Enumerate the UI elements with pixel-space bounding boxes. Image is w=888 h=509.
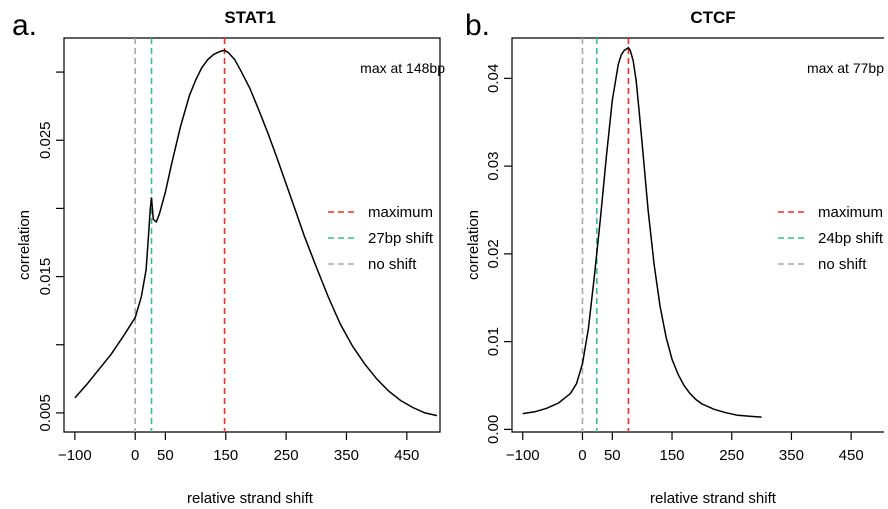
panel-b: b. CTCF max at 77bp relative strand shif…: [465, 8, 884, 507]
y-tick-label-b-4: 0.04: [485, 64, 502, 93]
y-tick-label-b-3: 0.03: [485, 152, 502, 181]
x-tick-label-b-0: −100: [506, 447, 540, 464]
legend-label-noshift-a: no shift: [368, 256, 417, 273]
x-tick-label-a-1: 0: [131, 447, 139, 464]
plot-title-b: CTCF: [690, 8, 735, 27]
y-tick-label-b-1: 0.01: [485, 327, 502, 356]
y-axis-title-a: correlation: [16, 210, 33, 280]
y-tick-label-b-0: 0.00: [485, 415, 502, 444]
y-tick-label-a-1: 0.015: [37, 258, 54, 296]
max-annotation-b: max at 77bp: [807, 60, 884, 76]
panel-a: a. STAT1 max at 148bp relative strand sh…: [12, 8, 445, 507]
x-tick-label-a-3: 150: [213, 447, 238, 464]
max-annotation-a: max at 148bp: [360, 60, 445, 76]
plot-frame-a: [63, 37, 441, 433]
y-tick-label-b-2: 0.02: [485, 239, 502, 268]
correlation-curve-a: [74, 49, 438, 417]
y-tick-label-a-0: 0.005: [37, 394, 54, 432]
x-tick-label-a-2: 50: [157, 447, 174, 464]
panel-label-b: b.: [465, 9, 490, 42]
x-axis-title-b: relative strand shift: [650, 490, 777, 507]
x-tick-label-b-4: 250: [719, 447, 744, 464]
x-tick-label-b-6: 450: [839, 447, 864, 464]
legend-b: maximum 24bp shift no shift: [778, 204, 884, 273]
x-axis-title-a: relative strand shift: [187, 490, 314, 507]
x-tick-label-a-4: 250: [274, 447, 299, 464]
x-tick-label-b-2: 50: [604, 447, 621, 464]
x-tick-label-b-3: 150: [660, 447, 685, 464]
panel-label-a: a.: [12, 9, 37, 42]
y-tick-label-a-2: 0.025: [37, 121, 54, 159]
correlation-curve-b: [522, 46, 762, 418]
plot-frame-b: [511, 37, 884, 433]
x-tick-label-a-6: 450: [394, 447, 419, 464]
plot-title-a: STAT1: [224, 8, 275, 27]
x-tick-label-a-5: 350: [334, 447, 359, 464]
x-tick-label-b-1: 0: [578, 447, 586, 464]
legend-label-maximum-b: maximum: [818, 204, 883, 221]
y-axis-title-b: correlation: [465, 210, 482, 280]
legend-label-noshift-b: no shift: [818, 256, 867, 273]
x-tick-label-a-0: −100: [58, 447, 92, 464]
legend-label-shift-a: 27bp shift: [368, 230, 434, 247]
legend-label-maximum-a: maximum: [368, 204, 433, 221]
legend-label-shift-b: 24bp shift: [818, 230, 884, 247]
legend-a: maximum 27bp shift no shift: [328, 204, 434, 273]
x-tick-label-b-5: 350: [779, 447, 804, 464]
